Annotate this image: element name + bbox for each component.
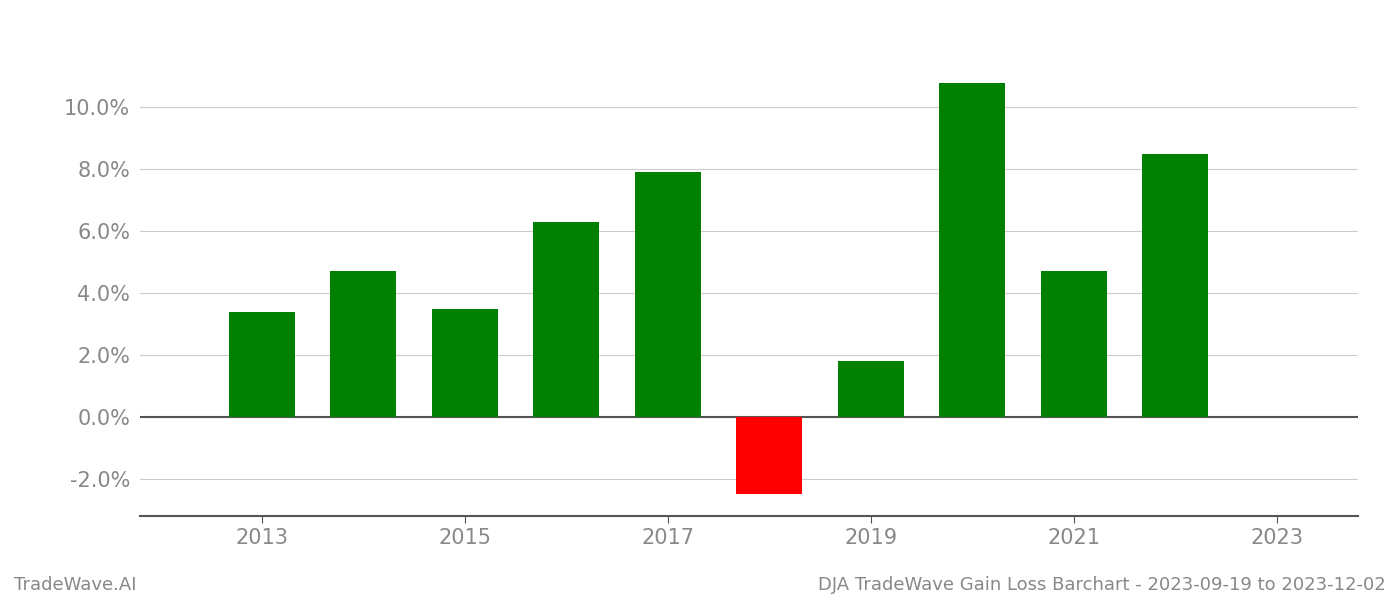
Text: DJA TradeWave Gain Loss Barchart - 2023-09-19 to 2023-12-02: DJA TradeWave Gain Loss Barchart - 2023-… bbox=[818, 576, 1386, 594]
Bar bbox=[330, 271, 396, 417]
Bar bbox=[1040, 271, 1107, 417]
Text: TradeWave.AI: TradeWave.AI bbox=[14, 576, 137, 594]
Bar bbox=[837, 361, 904, 417]
Bar bbox=[1142, 154, 1208, 417]
Bar bbox=[228, 311, 295, 417]
Bar bbox=[939, 83, 1005, 417]
Bar bbox=[431, 308, 498, 417]
Bar bbox=[736, 417, 802, 494]
Bar bbox=[634, 172, 701, 417]
Bar bbox=[533, 222, 599, 417]
